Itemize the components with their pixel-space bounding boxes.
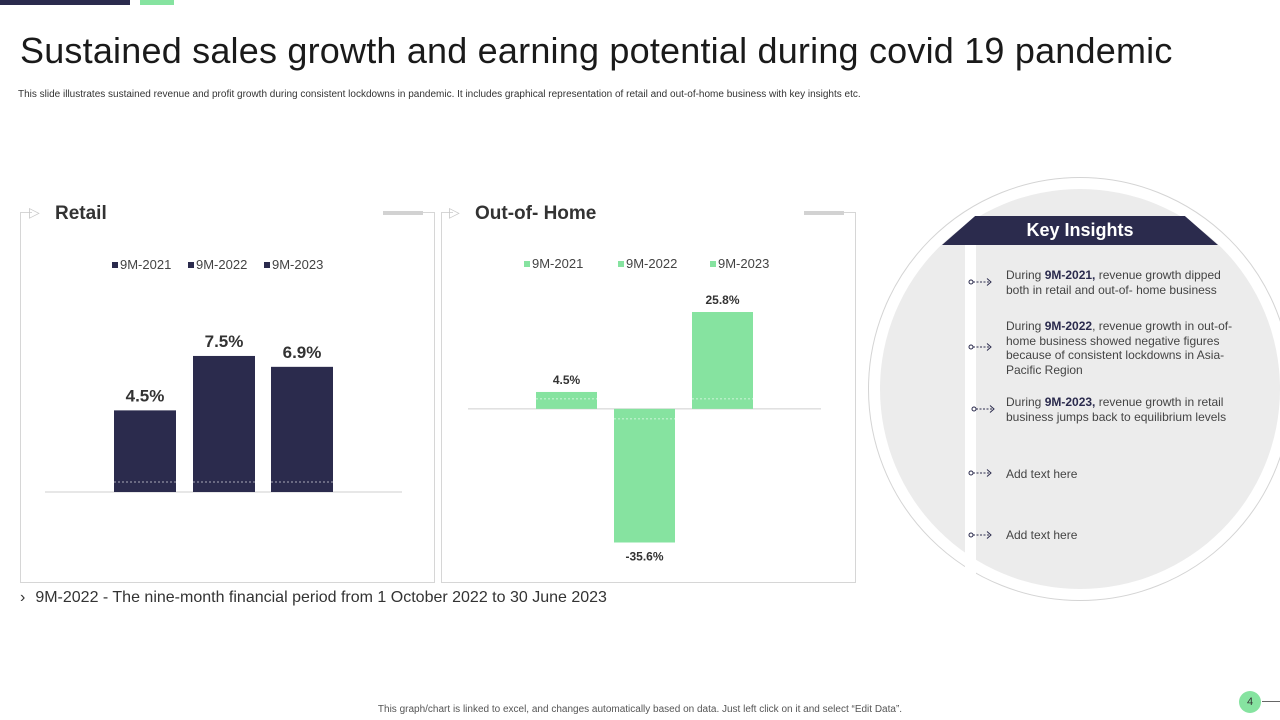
top-accent-bar-dark bbox=[0, 0, 130, 5]
legend-label: 9M-2021 bbox=[120, 257, 171, 272]
retail-play-icon: ▷ bbox=[29, 204, 40, 220]
legend-swatch bbox=[710, 261, 716, 267]
bar bbox=[271, 366, 333, 492]
legend-label: 9M-2022 bbox=[626, 256, 677, 271]
key-insights-header bbox=[942, 216, 1218, 245]
chevron-right-icon: › bbox=[20, 589, 26, 606]
insights-circle-inner bbox=[880, 189, 1280, 589]
arrow-right-icon bbox=[968, 531, 992, 539]
data-label: -35.6% bbox=[625, 549, 663, 563]
data-label: 6.9% bbox=[283, 343, 322, 362]
arrow-right-icon bbox=[968, 469, 992, 477]
insight-text: During bbox=[1006, 319, 1045, 333]
retail-panel-top-line-right bbox=[423, 212, 434, 213]
ooh-play-icon: ▷ bbox=[449, 204, 460, 220]
retail-chart: 9M-2021 9M-2022 9M-2023 4.5% 7.5% 6.9% bbox=[45, 257, 402, 493]
insight-item: During 9M-2022, revenue growth in out-of… bbox=[1006, 319, 1246, 377]
footnote: › 9M-2022 - The nine-month financial peri… bbox=[20, 589, 607, 607]
arrow-right-icon bbox=[968, 343, 992, 351]
page-title: Sustained sales growth and earning poten… bbox=[20, 30, 1173, 71]
page-number: 4 bbox=[1239, 691, 1261, 713]
key-insights-title: Key Insights bbox=[1026, 220, 1134, 240]
retail-panel-top-line-left bbox=[20, 212, 32, 213]
ooh-panel-accent-bar bbox=[804, 211, 844, 215]
top-accent-bar-green bbox=[140, 0, 174, 5]
ooh-panel-top-line-left bbox=[441, 212, 453, 213]
insight-period: 9M-2022 bbox=[1044, 319, 1093, 333]
legend-swatch bbox=[618, 261, 624, 267]
bar bbox=[536, 391, 597, 409]
insight-text: Add text here bbox=[1006, 528, 1078, 542]
footnote-text: 9M-2022 - The nine-month financial perio… bbox=[35, 589, 607, 606]
insight-text: , revenue growth in out-of-home business… bbox=[1006, 319, 1233, 377]
arrow-right-icon bbox=[971, 405, 995, 413]
insight-text: revenue growth dipped both in retail and… bbox=[1006, 268, 1221, 297]
legend-label: 9M-2023 bbox=[718, 256, 769, 271]
data-label: 4.5% bbox=[553, 373, 581, 387]
arrow-right-icon bbox=[968, 278, 992, 286]
insight-text: During bbox=[1006, 268, 1045, 282]
legend-swatch bbox=[112, 262, 118, 268]
insight-period: 9M-2021, bbox=[1044, 268, 1096, 282]
insight-text: During bbox=[1006, 395, 1045, 409]
legend-swatch bbox=[188, 262, 194, 268]
page-subtitle: This slide illustrates sustained revenue… bbox=[18, 89, 861, 100]
insight-item: Add text here bbox=[1006, 467, 1246, 482]
legend-label: 9M-2023 bbox=[272, 257, 323, 272]
insights-divider-strip bbox=[965, 245, 976, 575]
insight-item: During 9M-2023, revenue growth in retail… bbox=[1006, 395, 1246, 424]
bar bbox=[692, 312, 753, 409]
insight-text: revenue growth in retail business jumps … bbox=[1006, 395, 1227, 424]
retail-panel-accent-bar bbox=[383, 211, 423, 215]
bottom-note: This graph/chart is linked to excel, and… bbox=[377, 704, 903, 715]
ooh-panel-top-line-right bbox=[844, 212, 855, 213]
ooh-chart-title: Out-of- Home bbox=[475, 203, 597, 224]
retail-chart-title: Retail bbox=[55, 203, 107, 224]
insight-item: Add text here bbox=[1006, 528, 1246, 543]
legend-label: 9M-2021 bbox=[532, 256, 583, 271]
bar bbox=[614, 408, 675, 543]
ooh-chart: 9M-2021 9M-2022 9M-2023 4.5% -35.6% 25.8% bbox=[468, 256, 821, 563]
insight-item: During 9M-2021, revenue growth dipped bo… bbox=[1006, 268, 1246, 297]
data-label: 4.5% bbox=[126, 386, 165, 405]
bar bbox=[114, 410, 176, 492]
data-label: 7.5% bbox=[205, 332, 244, 351]
legend-swatch bbox=[524, 261, 530, 267]
bar bbox=[193, 355, 255, 492]
data-label: 25.8% bbox=[705, 293, 739, 307]
legend-label: 9M-2022 bbox=[196, 257, 247, 272]
insight-text: Add text here bbox=[1006, 467, 1078, 481]
insight-period: 9M-2023, bbox=[1044, 395, 1096, 409]
page-number-line bbox=[1262, 701, 1280, 702]
legend-swatch bbox=[264, 262, 270, 268]
